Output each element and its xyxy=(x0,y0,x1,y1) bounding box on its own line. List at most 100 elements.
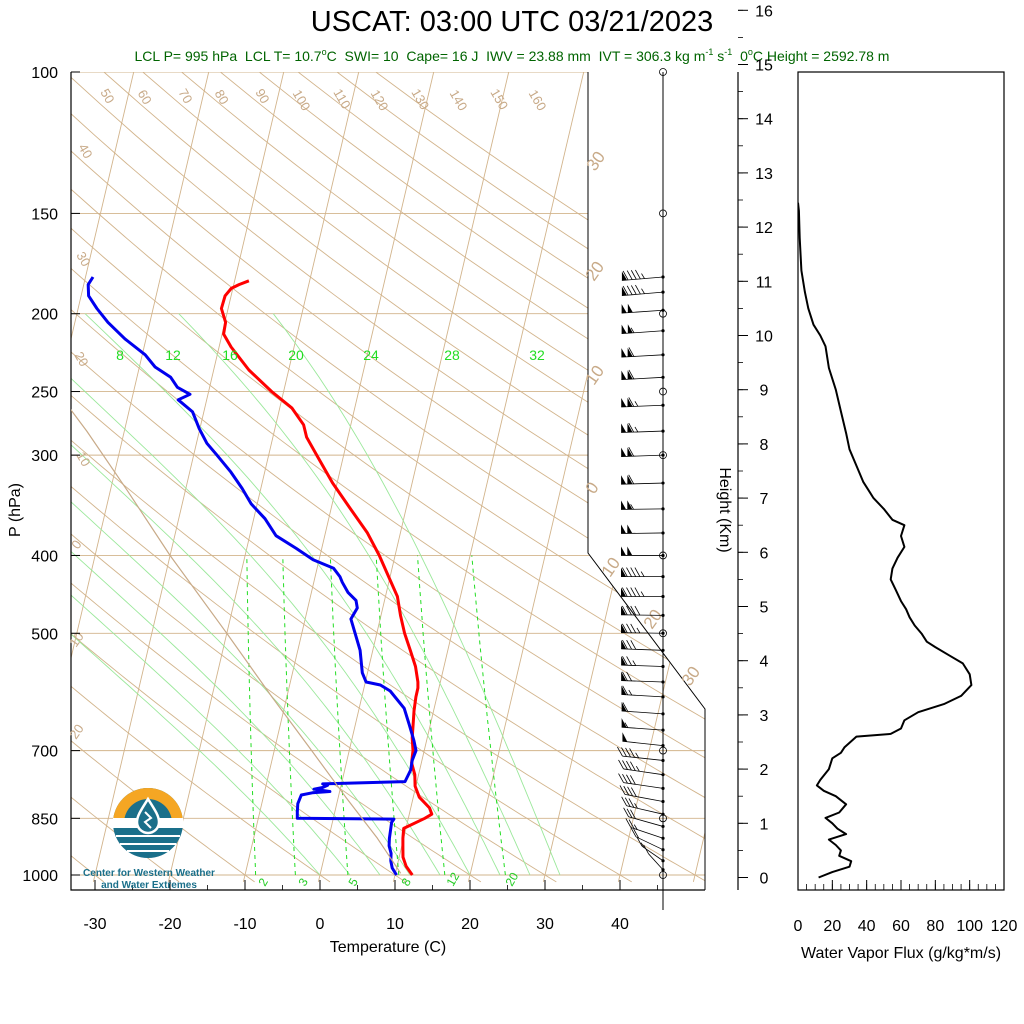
cw3e-logo: Center for Western Weather and Water Ext… xyxy=(83,788,215,891)
temperature-tick-label: 10 xyxy=(386,916,404,933)
dry-adiabat-label: 100 xyxy=(290,87,314,113)
temperature-profile xyxy=(219,279,434,876)
diagnostics-line: LCL P= 995 hPa LCL T= 10.7oC SWI= 10 Cap… xyxy=(134,47,890,64)
isotherm xyxy=(92,72,285,883)
wind-barb xyxy=(630,827,665,852)
dry-adiabat-label: 20 xyxy=(71,349,91,369)
dry-adiabat-label: 50 xyxy=(97,86,117,106)
mixing-ratio-line xyxy=(417,555,446,876)
dry-adiabat xyxy=(71,72,705,883)
dry-adiabat xyxy=(71,72,705,883)
pressure-tick-label: 250 xyxy=(31,385,58,402)
wind-barb xyxy=(621,639,665,652)
isotherm-label: 30 xyxy=(678,663,704,689)
dry-adiabat xyxy=(71,72,331,883)
height-tick-label: 7 xyxy=(760,491,769,508)
temperature-tick-label: 40 xyxy=(611,916,629,933)
wind-barb xyxy=(621,623,665,635)
dry-adiabat xyxy=(142,72,705,883)
pressure-tick-label: 200 xyxy=(31,307,58,324)
mixing-ratio-label: 20 xyxy=(502,870,521,889)
lcl-pressure: LCL P= 995 hPa xyxy=(134,48,238,64)
moist-adiabat-label: 20 xyxy=(288,347,304,363)
barb-station-circle xyxy=(659,209,667,218)
barb-station-circle xyxy=(659,68,667,76)
dry-adiabat xyxy=(71,72,705,883)
mixing-ratio-label: 2 xyxy=(255,875,271,888)
height-tick-label: 11 xyxy=(756,274,773,291)
wind-barb xyxy=(621,524,665,535)
lcl-temperature: LCL T= 10.7 xyxy=(244,48,322,64)
skewt-background-lines xyxy=(0,72,958,883)
logo-line2: and Water Extremes xyxy=(101,880,197,891)
skewt-axes-border xyxy=(70,72,705,891)
flux-axis-label: Water Vapor Flux (g/kg*m/s) xyxy=(801,945,1001,962)
dry-adiabat-label: 40 xyxy=(75,141,95,161)
barb-station-circle xyxy=(659,871,667,879)
skewt-line-labels: 50 60 70 80 90 100 110 120 130 140 150 160403020302… xyxy=(66,86,704,889)
height-tick-label: 2 xyxy=(760,762,769,779)
dry-adiabat xyxy=(71,72,632,883)
wind-barb xyxy=(621,718,665,732)
skewt-right-border xyxy=(587,72,706,890)
dry-adiabat xyxy=(71,72,705,883)
wind-barb xyxy=(621,474,665,485)
isotherm xyxy=(167,72,360,883)
height-tick-label: 1 xyxy=(760,816,769,833)
isotherm-label: 10 xyxy=(598,554,624,580)
wind-barb xyxy=(622,732,665,748)
isotherm xyxy=(71,72,135,883)
moist-adiabat-label: 24 xyxy=(363,347,379,363)
ivt-value: IVT = 306.3 kg m xyxy=(598,48,706,64)
isotherm-label: 20 xyxy=(582,258,608,284)
temperature-tick-label: -30 xyxy=(83,916,106,933)
mixing-ratio-line xyxy=(471,555,506,876)
dry-adiabat xyxy=(181,72,705,883)
water-vapor-flux-profile xyxy=(798,202,973,879)
isotherm xyxy=(768,72,958,882)
skewt-profiles xyxy=(71,276,434,876)
isotherm xyxy=(317,72,510,883)
dry-adiabat xyxy=(336,72,705,883)
wind-barb xyxy=(621,671,665,684)
height-axis-label: Height (Km) xyxy=(716,467,733,552)
dry-adiabat xyxy=(71,72,705,883)
dry-adiabat-label: 60 xyxy=(135,87,155,107)
page-title: USCAT: 03:00 UTC 03/21/2023 xyxy=(310,6,714,38)
parcel-profile xyxy=(71,354,402,874)
moist-adiabat xyxy=(71,313,351,876)
dry-adiabat-label: 140 xyxy=(447,87,471,113)
height-tick-label: 14 xyxy=(755,112,773,129)
mixing-ratio-label: 8 xyxy=(398,875,414,888)
flux-tick-label: 100 xyxy=(956,918,983,935)
dry-adiabat-label: 30 xyxy=(73,249,93,269)
pressure-tick-label: 500 xyxy=(31,626,58,643)
pressure-tick-label: 100 xyxy=(31,65,58,82)
pressure-tick-label: 850 xyxy=(31,811,58,828)
height-tick-label: 0 xyxy=(760,871,769,888)
mixing-ratio-label: 3 xyxy=(295,875,311,888)
wind-barb xyxy=(618,773,665,790)
wind-barb xyxy=(621,397,665,408)
wind-barb xyxy=(621,369,665,381)
dry-adiabat xyxy=(71,72,705,883)
dry-adiabat-label: 80 xyxy=(212,87,232,107)
moist-adiabat-label: 32 xyxy=(529,347,545,363)
flux-tick-label: 120 xyxy=(991,918,1018,935)
moist-adiabat-label: 16 xyxy=(222,347,238,363)
dry-adiabat xyxy=(103,72,705,883)
moist-adiabat xyxy=(84,313,501,876)
wind-barb xyxy=(621,446,665,457)
temperature-tick-label: 30 xyxy=(536,916,554,933)
dry-adiabat xyxy=(0,72,28,882)
dry-adiabat xyxy=(71,72,180,883)
pressure-tick-label: 1000 xyxy=(22,868,58,885)
logo-line1: Center for Western Weather xyxy=(83,868,215,879)
wind-barb xyxy=(621,284,665,297)
height-tick-label: 10 xyxy=(755,329,773,346)
height-tick-label: 8 xyxy=(760,437,769,454)
dry-adiabat xyxy=(71,72,406,883)
dry-adiabat-label: 150 xyxy=(487,86,511,112)
